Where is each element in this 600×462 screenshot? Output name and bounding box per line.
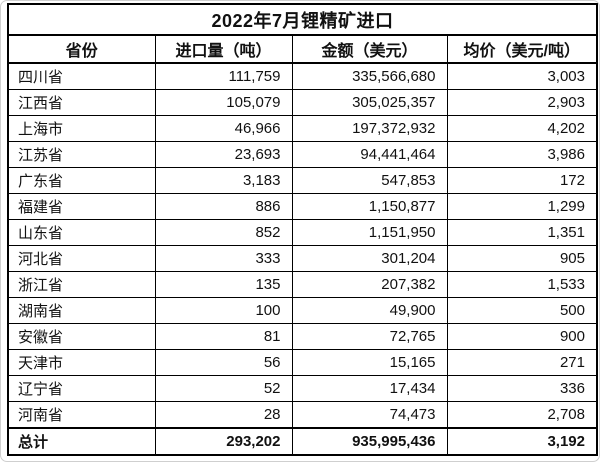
cell-value: 1,151,950 [291, 219, 448, 246]
cell-value: 3,986 [446, 141, 598, 168]
table-row: 上海市 46,966 197,372,932 4,202 [7, 115, 598, 142]
cell-value: 135 [154, 271, 293, 298]
cell-value: 17,434 [291, 375, 448, 402]
cell-value: 100 [154, 297, 293, 324]
cell-province: 河北省 [7, 245, 156, 272]
cell-value: 15,165 [291, 349, 448, 376]
cell-value: 1,150,877 [291, 193, 448, 220]
cell-value: 172 [446, 167, 598, 194]
total-value: 293,202 [154, 427, 293, 456]
table-row: 江西省 105,079 305,025,357 2,903 [7, 89, 598, 116]
cell-value: 1,299 [446, 193, 598, 220]
cell-value: 1,351 [446, 219, 598, 246]
cell-value: 3,183 [154, 167, 293, 194]
cell-value: 305,025,357 [291, 89, 448, 116]
cell-value: 500 [446, 297, 598, 324]
table-row: 湖南省 100 49,900 500 [7, 297, 598, 324]
table-row: 辽宁省 52 17,434 336 [7, 375, 598, 402]
lithium-import-table: 2022年7月锂精矿进口 省份 进口量（吨） 金额（美元） 均价（美元/吨） 四川省 1… [7, 3, 598, 456]
cell-value: 105,079 [154, 89, 293, 116]
column-header-2: 金额（美元） [291, 34, 448, 64]
cell-value: 46,966 [154, 115, 293, 142]
table-row: 福建省 886 1,150,877 1,299 [7, 193, 598, 220]
cell-province: 浙江省 [7, 271, 156, 298]
total-row: 总计 293,202 935,995,436 3,192 [7, 427, 598, 456]
table-row: 河南省 28 74,473 2,708 [7, 401, 598, 429]
cell-value: 333 [154, 245, 293, 272]
cell-value: 56 [154, 349, 293, 376]
cell-value: 94,441,464 [291, 141, 448, 168]
cell-province: 福建省 [7, 193, 156, 220]
cell-value: 111,759 [154, 62, 293, 90]
table-row: 安徽省 81 72,765 900 [7, 323, 598, 350]
cell-value: 2,708 [446, 401, 598, 429]
cell-value: 3,003 [446, 62, 598, 90]
cell-value: 886 [154, 193, 293, 220]
cell-province: 山东省 [7, 219, 156, 246]
cell-province: 江西省 [7, 89, 156, 116]
cell-value: 271 [446, 349, 598, 376]
title-row: 2022年7月锂精矿进口 [8, 4, 597, 36]
table-row: 天津市 56 15,165 271 [7, 349, 598, 376]
table-title: 2022年7月锂精矿进口 [8, 4, 597, 36]
column-header-1: 进口量（吨） [154, 34, 293, 64]
cell-value: 81 [154, 323, 293, 350]
total-value: 3,192 [446, 427, 598, 456]
cell-province: 湖南省 [7, 297, 156, 324]
total-label: 总计 [7, 427, 156, 456]
cell-province: 广东省 [7, 167, 156, 194]
cell-value: 852 [154, 219, 293, 246]
cell-value: 301,204 [291, 245, 448, 272]
cell-value: 28 [154, 401, 293, 429]
cell-province: 江苏省 [7, 141, 156, 168]
cell-province: 天津市 [7, 349, 156, 376]
cell-province: 河南省 [7, 401, 156, 429]
table-row: 四川省 111,759 335,566,680 3,003 [7, 62, 598, 90]
cell-province: 辽宁省 [7, 375, 156, 402]
cell-value: 74,473 [291, 401, 448, 429]
cell-value: 72,765 [291, 323, 448, 350]
cell-value: 207,382 [291, 271, 448, 298]
total-value: 935,995,436 [291, 427, 448, 456]
table-row: 山东省 852 1,151,950 1,351 [7, 219, 598, 246]
table-row: 广东省 3,183 547,853 172 [7, 167, 598, 194]
cell-province: 上海市 [7, 115, 156, 142]
column-header-0: 省份 [7, 34, 156, 64]
cell-value: 23,693 [154, 141, 293, 168]
cell-value: 52 [154, 375, 293, 402]
cell-province: 四川省 [7, 62, 156, 90]
cell-province: 安徽省 [7, 323, 156, 350]
cell-value: 905 [446, 245, 598, 272]
cell-value: 547,853 [291, 167, 448, 194]
table-row: 浙江省 135 207,382 1,533 [7, 271, 598, 298]
cell-value: 2,903 [446, 89, 598, 116]
table-row: 河北省 333 301,204 905 [7, 245, 598, 272]
cell-value: 335,566,680 [291, 62, 448, 90]
table-row: 江苏省 23,693 94,441,464 3,986 [7, 141, 598, 168]
cell-value: 1,533 [446, 271, 598, 298]
cell-value: 336 [446, 375, 598, 402]
cell-value: 4,202 [446, 115, 598, 142]
cell-value: 900 [446, 323, 598, 350]
cell-value: 49,900 [291, 297, 448, 324]
header-row: 省份 进口量（吨） 金额（美元） 均价（美元/吨） [7, 34, 598, 64]
column-header-3: 均价（美元/吨） [446, 34, 598, 64]
cell-value: 197,372,932 [291, 115, 448, 142]
